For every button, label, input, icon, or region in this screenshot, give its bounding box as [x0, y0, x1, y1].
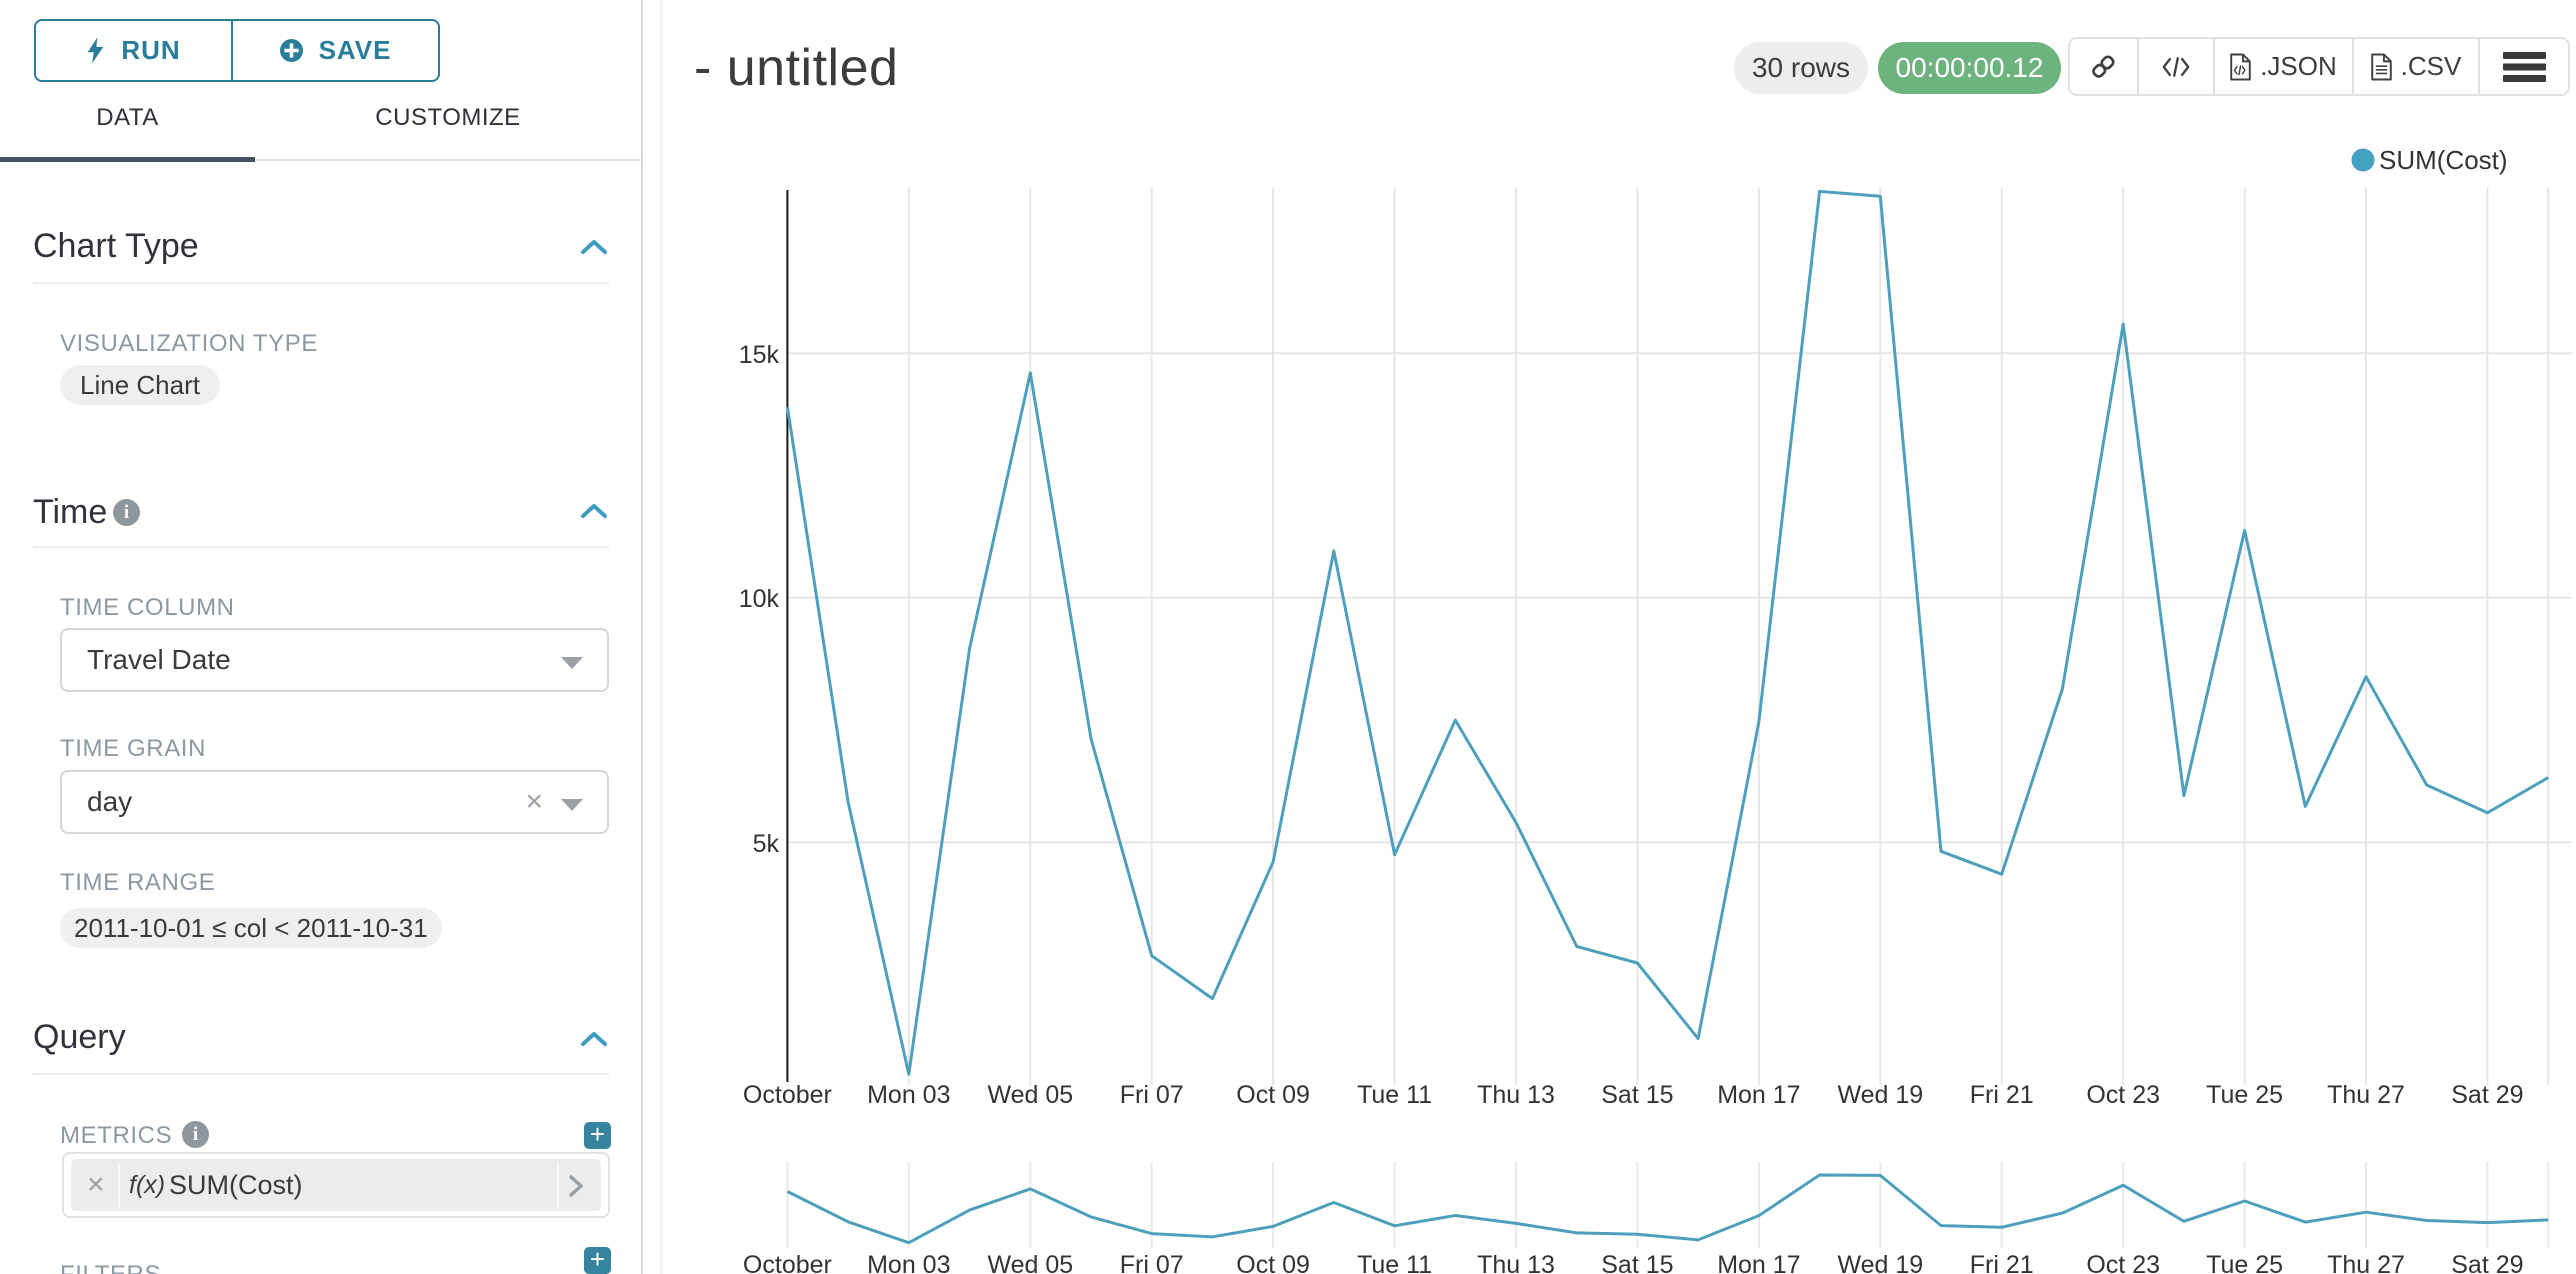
svg-text:Oct 09: Oct 09 [1236, 1081, 1310, 1109]
svg-text:October: October [743, 1081, 832, 1109]
svg-text:Wed 19: Wed 19 [1837, 1251, 1923, 1274]
svg-text:Thu 13: Thu 13 [1477, 1081, 1555, 1109]
svg-text:Oct 09: Oct 09 [1236, 1251, 1310, 1274]
svg-text:5k: 5k [753, 830, 780, 858]
svg-text:Mon 03: Mon 03 [867, 1081, 950, 1109]
svg-text:Mon 17: Mon 17 [1717, 1251, 1800, 1274]
svg-text:Fri 07: Fri 07 [1120, 1251, 1184, 1274]
svg-text:Tue 25: Tue 25 [2206, 1251, 2283, 1274]
svg-text:Fri 07: Fri 07 [1120, 1081, 1184, 1109]
svg-text:Thu 27: Thu 27 [2327, 1081, 2405, 1109]
svg-text:SUM(Cost): SUM(Cost) [2379, 145, 2508, 175]
svg-text:Oct 23: Oct 23 [2086, 1081, 2160, 1109]
svg-text:10k: 10k [739, 585, 780, 613]
svg-text:Mon 17: Mon 17 [1717, 1081, 1800, 1109]
svg-text:Wed 05: Wed 05 [987, 1251, 1073, 1274]
svg-text:Thu 13: Thu 13 [1477, 1251, 1555, 1274]
svg-text:Sat 29: Sat 29 [2451, 1081, 2523, 1109]
svg-text:Fri 21: Fri 21 [1970, 1251, 2034, 1274]
svg-text:15k: 15k [739, 341, 780, 369]
svg-text:Tue 25: Tue 25 [2206, 1081, 2283, 1109]
svg-text:Sat 15: Sat 15 [1601, 1251, 1673, 1274]
svg-text:October: October [743, 1251, 832, 1274]
svg-text:Wed 05: Wed 05 [987, 1081, 1073, 1109]
svg-text:Sat 15: Sat 15 [1601, 1081, 1673, 1109]
svg-text:Tue 11: Tue 11 [1357, 1081, 1432, 1109]
svg-text:Thu 27: Thu 27 [2327, 1251, 2405, 1274]
svg-text:Tue 11: Tue 11 [1357, 1251, 1432, 1274]
svg-text:Oct 23: Oct 23 [2086, 1251, 2160, 1274]
svg-text:Mon 03: Mon 03 [867, 1251, 950, 1274]
svg-text:Fri 21: Fri 21 [1970, 1081, 2034, 1109]
svg-text:Sat 29: Sat 29 [2451, 1251, 2523, 1274]
svg-text:Wed 19: Wed 19 [1837, 1081, 1923, 1109]
